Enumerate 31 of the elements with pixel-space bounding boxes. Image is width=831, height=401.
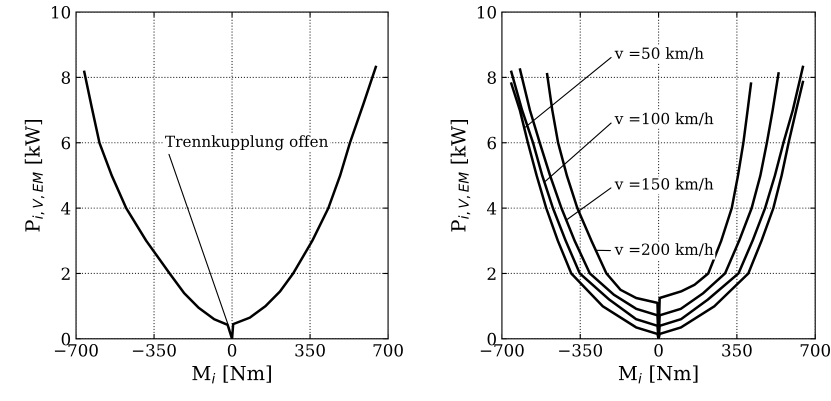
x-tick-label: 0 (228, 344, 236, 357)
x-tick-label: 350 (295, 344, 325, 357)
x-tick-label: 0 (654, 344, 663, 357)
y-tick-label: 4 (486, 202, 496, 214)
x-tick-label: −350 (132, 344, 176, 357)
annotation: Trennkupplung offen (165, 135, 328, 150)
x-axis-title: M$_{i}$ [Nm] (618, 365, 698, 384)
y-tick-label: 0 (62, 332, 70, 346)
y-tick-label: 0 (488, 332, 496, 346)
y-tick-label: 6 (62, 136, 70, 150)
y-tick-label: 6 (488, 136, 496, 150)
y-axis-title: P$_{i,V,EM}$ [kW] (450, 120, 470, 232)
y-tick-label: 2 (488, 267, 496, 280)
y-tick-label: 8 (62, 71, 70, 84)
x-tick-label: 700 (374, 344, 403, 357)
x-tick-label: −700 (54, 344, 98, 357)
y-tick-label: 8 (488, 71, 496, 84)
annotation: v =100 km/h (614, 112, 714, 126)
x-tick-label: 700 (800, 344, 830, 357)
x-axis-title: M$_{i}$ [Nm] (192, 365, 271, 384)
x-tick-label: −700 (480, 344, 524, 357)
annotation: v =50 km/h (614, 47, 704, 60)
annotation: v =200 km/h (614, 243, 714, 256)
x-tick-label: 350 (722, 344, 752, 357)
y-axis-title: P$_{i,V,EM}$ [kW] (24, 120, 44, 232)
y-tick-label: 4 (61, 202, 70, 214)
x-tick-label: −350 (559, 344, 602, 357)
y-tick-label: 10 (52, 6, 70, 19)
annotation: v =150 km/h (614, 178, 714, 191)
y-tick-label: 2 (62, 267, 70, 280)
y-tick-label: 10 (478, 6, 496, 19)
